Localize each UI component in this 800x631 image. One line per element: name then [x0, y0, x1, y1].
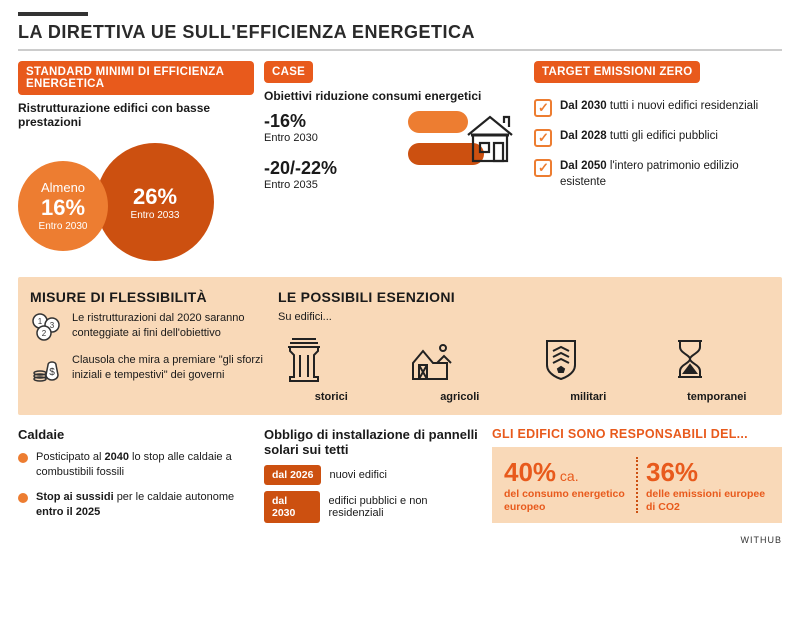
pill-2030: dal 2030 — [264, 491, 320, 523]
numbered-icon: 1 3 2 — [30, 311, 62, 343]
house-icon — [458, 105, 522, 169]
flex-header: MISURE DI FLESSIBILITÀ — [30, 289, 266, 305]
solar-header: Obbligo di installazione di pannelli sol… — [264, 427, 482, 457]
stats-header: GLI EDIFICI SONO RESPONSABILI DEL... — [492, 427, 782, 441]
target-header: TARGET EMISSIONI ZERO — [534, 61, 700, 83]
standards-header: STANDARD MINIMI DI EFFICIENZA ENERGETICA — [18, 61, 254, 95]
credit: WITHUB — [18, 535, 782, 545]
svg-text:1: 1 — [38, 317, 43, 326]
military-icon — [535, 333, 587, 385]
money-icon: $ — [30, 353, 62, 385]
case-sub: Obiettivi riduzione consumi energetici — [264, 89, 524, 103]
hourglass-icon — [664, 333, 716, 385]
check-icon — [534, 159, 552, 177]
circle-2033: 26% Entro 2033 — [96, 143, 214, 261]
standards-sub: Ristrutturazione edifici con basse prest… — [18, 101, 254, 129]
svg-text:3: 3 — [50, 321, 55, 330]
farm-icon — [407, 333, 459, 385]
case-pct-1: -16% — [264, 111, 400, 132]
check-icon — [534, 129, 552, 147]
svg-text:$: $ — [49, 367, 55, 378]
circle-2030: Almeno 16% Entro 2030 — [18, 161, 108, 251]
svg-text:2: 2 — [42, 329, 47, 338]
case-header: CASE — [264, 61, 313, 83]
check-icon — [534, 99, 552, 117]
pill-2026: dal 2026 — [264, 465, 321, 485]
historic-icon — [278, 333, 330, 385]
page-title: LA DIRETTIVA UE SULL'EFFICIENZA ENERGETI… — [18, 22, 782, 43]
exemp-header: LE POSSIBILI ESENZIONI — [278, 289, 770, 305]
caldaie-header: Caldaie — [18, 427, 254, 442]
case-pct-2: -20/-22% — [264, 158, 400, 179]
